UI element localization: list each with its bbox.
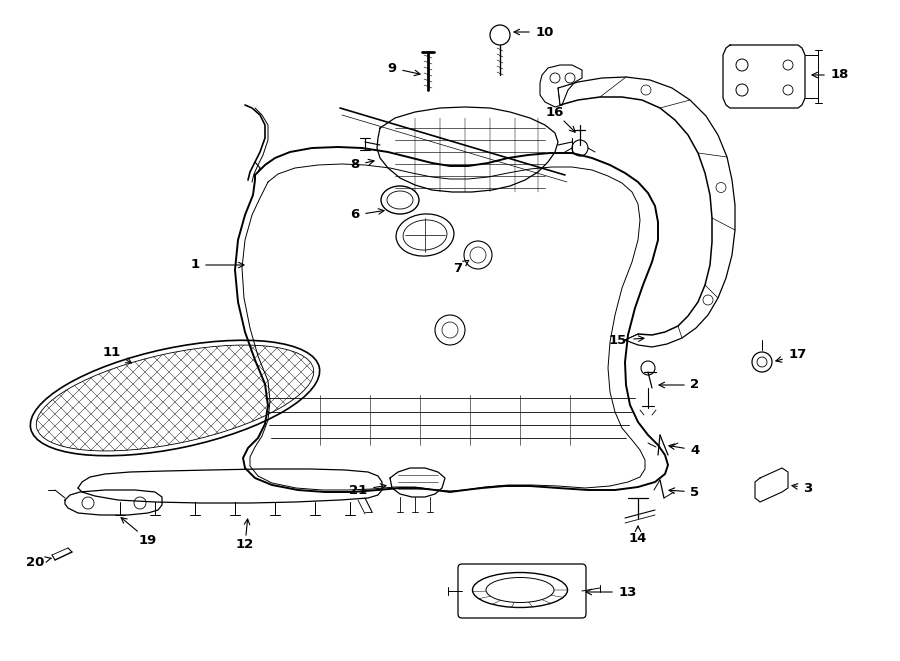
Text: 7: 7 [454, 262, 463, 274]
Text: 11: 11 [103, 346, 122, 358]
Text: 18: 18 [831, 69, 850, 81]
Text: 12: 12 [236, 539, 254, 551]
Text: 20: 20 [26, 555, 44, 568]
Text: 16: 16 [545, 106, 564, 118]
Text: 9: 9 [387, 61, 397, 75]
Text: 8: 8 [350, 159, 360, 171]
Text: 14: 14 [629, 531, 647, 545]
Text: 3: 3 [804, 481, 813, 494]
Text: 19: 19 [139, 533, 158, 547]
Text: 13: 13 [619, 586, 637, 598]
Text: 5: 5 [690, 485, 699, 498]
Text: 17: 17 [789, 348, 807, 362]
Text: 2: 2 [690, 379, 699, 391]
Text: 4: 4 [690, 444, 699, 457]
Text: 15: 15 [609, 334, 627, 346]
Text: 1: 1 [191, 258, 200, 272]
Text: 6: 6 [350, 208, 360, 221]
Text: 21: 21 [349, 483, 367, 496]
Text: 10: 10 [536, 26, 554, 38]
